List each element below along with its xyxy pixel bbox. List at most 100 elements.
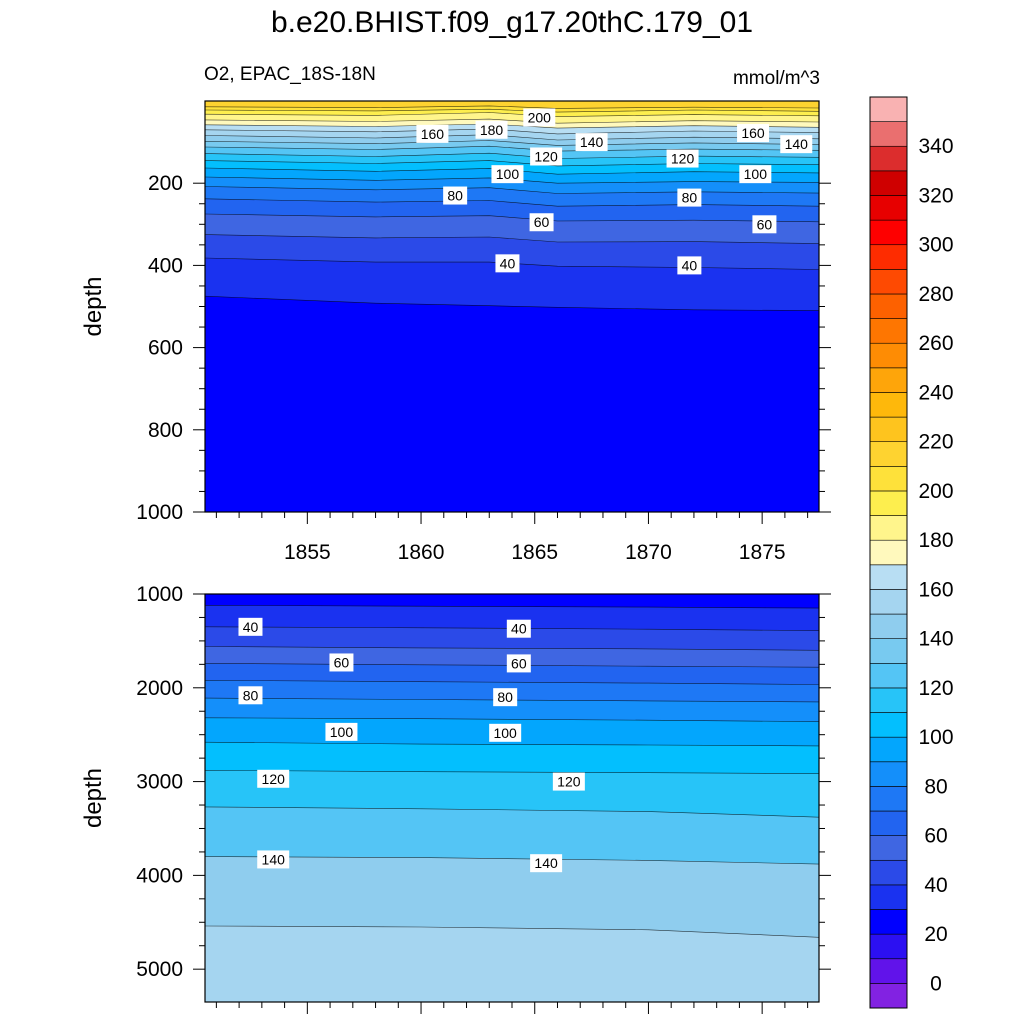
colorbar-swatch — [869, 318, 908, 344]
colorbar-swatch — [869, 958, 908, 984]
upper-contour-line-6 — [205, 134, 819, 141]
upper-contour-line-7 — [205, 140, 819, 146]
lower-contour-line-9 — [205, 806, 819, 818]
colorbar-label: 160 — [918, 578, 953, 601]
colorbar-swatch — [869, 859, 908, 886]
contour-label: 180 — [480, 122, 504, 138]
colorbar-swatch — [869, 786, 908, 812]
x-tick-label: 1875 — [739, 541, 786, 564]
colorbar-swatch — [869, 515, 908, 541]
lower-contour-line-0 — [205, 605, 819, 609]
y-tick-label: 800 — [148, 419, 183, 442]
contour-label: 120 — [671, 151, 695, 167]
lower-contour-line-11 — [205, 925, 819, 938]
colorbar-swatch — [869, 466, 908, 492]
colorbar-swatch — [869, 810, 908, 836]
colorbar-label: 240 — [918, 381, 953, 404]
colorbar-swatch — [869, 761, 908, 787]
upper-contour-line-9 — [205, 152, 819, 159]
colorbar-label: 220 — [918, 431, 953, 454]
colorbar-label: 260 — [918, 332, 953, 355]
contour-label: 160 — [421, 126, 445, 142]
contour-label-box — [416, 124, 449, 143]
lower-contour-line-3 — [205, 663, 819, 668]
upper-contour-line-14 — [205, 198, 819, 207]
colorbar-swatch — [869, 564, 908, 590]
contour-label-box — [752, 215, 777, 234]
y-axis-label: depth — [80, 768, 107, 828]
contour-label: 140 — [785, 136, 809, 152]
colorbar-swatch — [869, 367, 908, 393]
contour-label-box — [677, 256, 702, 275]
contour-label: 80 — [243, 687, 259, 703]
colorbar: 0 20 40 60 80 100 120 140 160 180 200 220 240 260 280 3… — [869, 96, 954, 1009]
contour-label: 100 — [330, 724, 354, 740]
contour-label: 40 — [243, 619, 259, 635]
contour-label-box — [257, 850, 290, 869]
upper-contour-line-17 — [205, 257, 819, 270]
upper-contour-line-0 — [205, 105, 819, 109]
colorbar-swatch — [869, 687, 908, 713]
contour-label-box — [530, 854, 563, 873]
contour-label-box — [529, 213, 554, 232]
contour-label-box — [329, 653, 354, 672]
contour-label: 60 — [534, 214, 550, 230]
lower-contour-line-5 — [205, 697, 819, 703]
contour-label-box — [506, 619, 531, 638]
lower-contour-line-7 — [205, 741, 819, 747]
y-tick-label: 1000 — [136, 583, 183, 606]
lower-contour-line-4 — [205, 680, 819, 685]
contour-label: 120 — [534, 148, 558, 164]
contour-label-box — [575, 133, 608, 152]
contour-label-box — [257, 769, 290, 788]
colorbar-label: 40 — [924, 874, 947, 897]
units-label: mmol/m^3 — [732, 68, 820, 89]
colorbar-label: 180 — [918, 529, 953, 552]
colorbar-swatch — [869, 613, 908, 639]
contour-label: 140 — [580, 134, 604, 150]
y-tick-label: 5000 — [136, 958, 183, 981]
contour-label: 80 — [682, 190, 698, 206]
contour-label: 40 — [511, 621, 527, 637]
colorbar-swatch — [869, 933, 908, 960]
upper-contour-line-10 — [205, 160, 819, 167]
upper-band-18 — [205, 296, 819, 512]
contour-label: 80 — [497, 689, 513, 705]
colorbar-frame — [869, 96, 908, 1009]
contour-label-box — [238, 686, 263, 705]
contour-label: 100 — [493, 725, 517, 741]
contour-label: 140 — [262, 851, 286, 867]
colorbar-label: 320 — [918, 184, 953, 207]
contour-label: 120 — [262, 771, 286, 787]
colorbar-swatch — [869, 884, 908, 910]
colorbar-label: 80 — [924, 775, 947, 798]
contour-label: 60 — [334, 654, 350, 670]
contour-label-box — [238, 617, 263, 636]
lower-contour-line-6 — [205, 717, 819, 722]
x-tick-label: 1870 — [625, 541, 672, 564]
colorbar-swatch — [869, 219, 908, 246]
upper-contour-line-15 — [205, 213, 819, 223]
contour-label: 80 — [447, 188, 463, 204]
contour-label-box — [506, 654, 531, 673]
x-tick-label: 1860 — [398, 541, 445, 564]
colorbar-label: 200 — [918, 480, 953, 503]
y-tick-label: 1000 — [136, 501, 183, 524]
contour-label: 140 — [534, 855, 558, 871]
colorbar-swatch — [869, 392, 908, 418]
upper-contour-line-5 — [205, 128, 819, 135]
x-tick-label: 1855 — [284, 541, 331, 564]
contour-label-box — [552, 772, 585, 791]
contour-label: 100 — [744, 166, 768, 182]
contour-label-box — [780, 135, 813, 154]
colorbar-swatch — [869, 909, 908, 935]
colorbar-swatch — [869, 195, 908, 221]
colorbar-swatch — [869, 342, 908, 369]
colorbar-swatch — [869, 712, 908, 738]
contour-label-box — [737, 124, 770, 143]
colorbar-swatch — [869, 416, 908, 443]
contour-label-box — [325, 722, 358, 741]
colorbar-swatch — [869, 269, 908, 295]
contour-label-box — [666, 149, 699, 168]
contour-label-box — [443, 186, 468, 205]
